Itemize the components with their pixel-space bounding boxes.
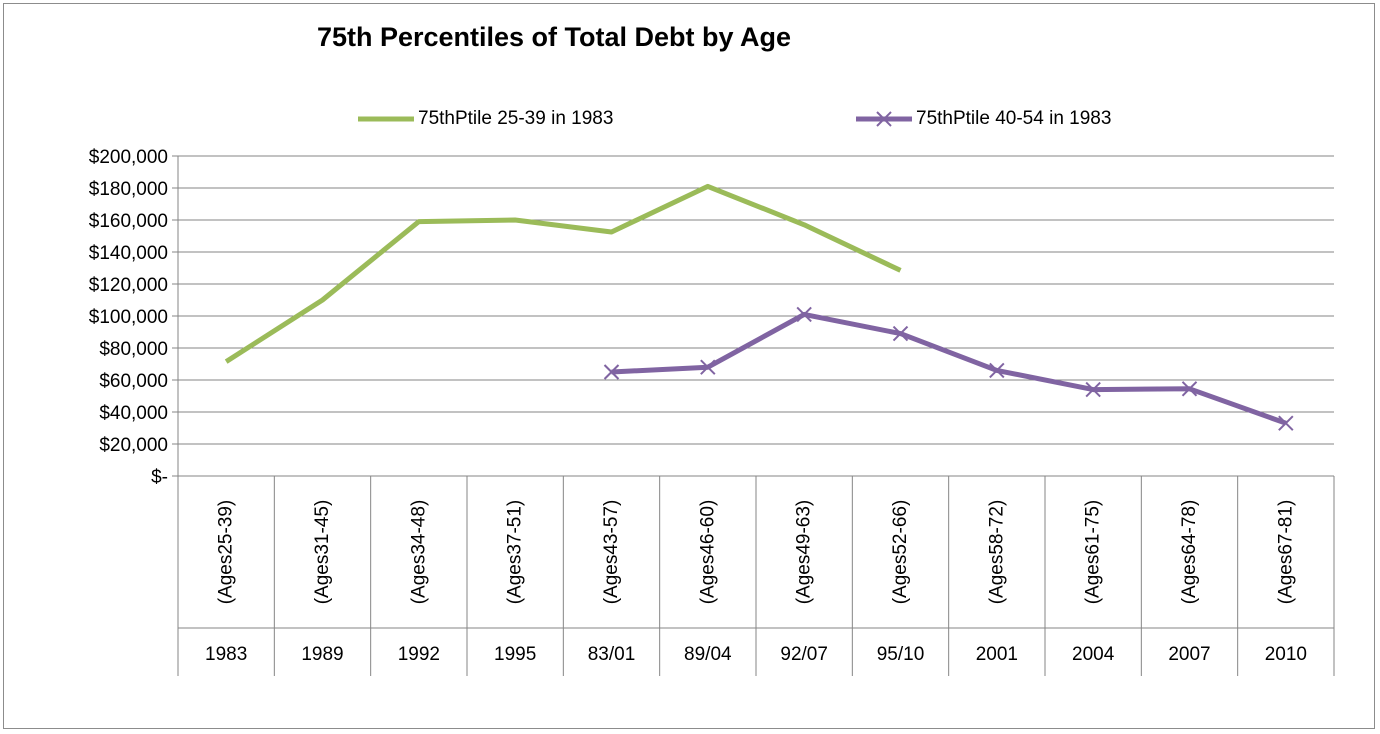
gridlines: [178, 155, 1334, 445]
y-tick-label: $120,000: [89, 275, 168, 296]
x-category-label-bottom: 1992: [398, 644, 440, 665]
x-category-label-top: (Ages61-75): [1083, 500, 1104, 605]
x-category-label-bottom: 95/10: [877, 644, 925, 665]
y-tick-label: $60,000: [99, 371, 168, 392]
data-point-x-marker: [1278, 415, 1294, 431]
x-category-label-top: (Ages67-81): [1275, 500, 1296, 605]
y-tick-label: $160,000: [89, 211, 168, 232]
x-category-label-bottom: 92/07: [780, 644, 828, 665]
x-category-label-bottom: 89/04: [684, 644, 732, 665]
x-category-label-top: (Ages34-48): [408, 500, 429, 605]
legend-label-series-2: 75thPtile 40-54 in 1983: [916, 108, 1112, 129]
series-line-1: [224, 183, 902, 364]
data-point-x-marker: [603, 364, 620, 380]
x-category-label-bottom: 1995: [494, 644, 536, 665]
series-line-2: [611, 311, 1287, 426]
legend-item-series-1: 75thPtile 25-39 in 1983: [356, 104, 613, 134]
data-point-x-marker: [1085, 381, 1101, 398]
x-category-label-top: (Ages37-51): [505, 500, 526, 605]
legend-item-series-2: 75thPtile 40-54 in 1983: [854, 104, 1111, 134]
legend-swatch-series-1: [358, 116, 414, 122]
x-category-label-bottom: 2004: [1072, 644, 1115, 665]
axes: [172, 155, 1335, 676]
x-category-label-bottom: 1989: [301, 644, 343, 665]
y-tick-label: $180,000: [89, 179, 168, 200]
x-category-label-top: (Ages58-72): [986, 500, 1007, 605]
x-category-label-top: (Ages52-66): [890, 500, 911, 605]
x-category-label-top: (Ages64-78): [1179, 500, 1200, 605]
y-tick-labels: $- $20,000 $40,000 $60,000 $80,000 $100,000 $1…: [89, 147, 168, 488]
y-tick-label: $20,000: [99, 435, 168, 456]
y-tick-label: $80,000: [99, 339, 168, 360]
series-lines: [224, 183, 1294, 431]
data-point-x-marker: [796, 306, 812, 323]
x-category-label-bottom: 83/01: [588, 644, 636, 665]
y-tick-label: $140,000: [89, 243, 168, 264]
data-point-x-marker: [989, 362, 1005, 379]
chart-title: 75th Percentiles of Total Debt by Age: [316, 22, 792, 52]
y-tick-label: $-: [151, 467, 168, 488]
x-category-label-top: (Ages25-39): [216, 500, 237, 605]
y-tick-label: $100,000: [89, 307, 168, 328]
x-category-label-bottom: 2007: [1168, 644, 1210, 665]
x-category-label-top: (Ages43-57): [601, 500, 622, 605]
x-category-label-bottom: 2010: [1265, 644, 1307, 665]
legend-label-series-1: 75thPtile 25-39 in 1983: [418, 108, 614, 129]
y-tick-label: $40,000: [99, 403, 168, 424]
x-category-label-bottom: 1983: [205, 644, 247, 665]
y-tick-label: $200,000: [89, 147, 168, 168]
legend-swatch-series-2: [856, 111, 912, 127]
x-category-labels: (Ages25-39) (Ages31-45) (Ages34-48) (Ages37…: [205, 500, 1307, 665]
x-category-label-top: (Ages46-60): [697, 500, 718, 605]
x-category-label-top: (Ages49-63): [794, 500, 815, 605]
x-category-label-top: (Ages31-45): [312, 500, 333, 605]
data-point-x-marker: [700, 359, 716, 375]
data-point-x-marker: [892, 325, 909, 342]
x-category-label-bottom: 2001: [976, 644, 1018, 665]
data-point-x-marker: [1181, 381, 1198, 397]
